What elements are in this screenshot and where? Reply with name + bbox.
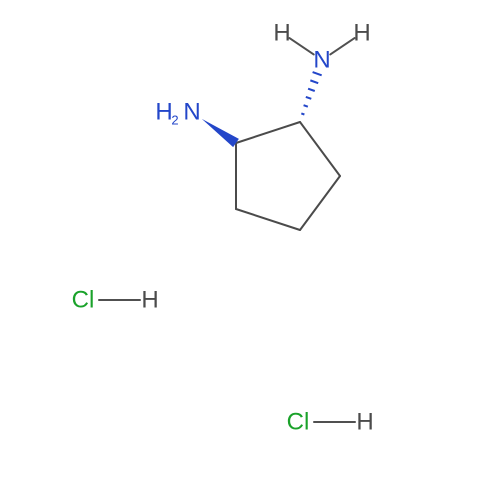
atom-cl2: Cl bbox=[287, 409, 310, 436]
atom-n1: N bbox=[183, 99, 200, 126]
ring-bond-c3-c4 bbox=[300, 176, 340, 230]
ring-bond-c4-c5 bbox=[236, 209, 300, 230]
atom-h-n2-left: H bbox=[273, 20, 290, 47]
wedge-solid-c1-n bbox=[202, 119, 239, 147]
atom-h-hcl2: H bbox=[356, 409, 373, 436]
atom-cl1: Cl bbox=[72, 287, 95, 314]
atom-h-n2-right: H bbox=[353, 20, 370, 47]
bond-n2-hL bbox=[289, 38, 313, 54]
wedge-hashed-c2-n bbox=[301, 72, 321, 114]
atom-h-hcl1: H bbox=[141, 287, 158, 314]
atom-n2: N bbox=[313, 47, 330, 74]
molecule-diagram: NH2NHHClHClH bbox=[0, 0, 500, 500]
atom-h2-sub-amine1: 2 bbox=[171, 113, 178, 128]
atom-h2-amine1: H bbox=[155, 99, 172, 126]
ring-bond-c2-c3 bbox=[300, 122, 340, 176]
ring-bond-c1-c2 bbox=[236, 122, 300, 143]
bond-n2-hR bbox=[330, 38, 354, 54]
